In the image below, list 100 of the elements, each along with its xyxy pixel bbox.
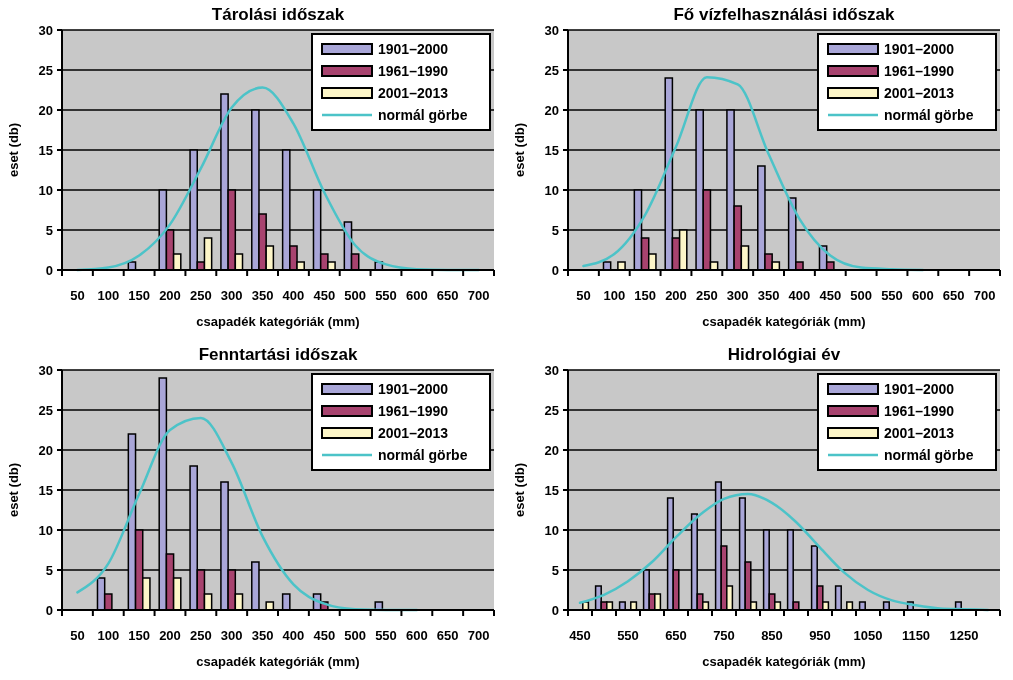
x-tick-label: 550 [375, 288, 397, 303]
x-tick-label: 700 [973, 288, 996, 303]
legend-label: normál görbe [378, 106, 468, 123]
x-tick-label: 400 [282, 628, 305, 643]
y-tick-label: 30 [38, 22, 53, 38]
chart-title: Tárolási időszak [211, 5, 345, 24]
legend-label: 2001–2013 [884, 424, 955, 441]
legend-label: 1961–1990 [378, 402, 449, 419]
legend-label: 2001–2013 [378, 424, 449, 441]
x-tick-label: 250 [190, 288, 212, 303]
x-axis-title: csapadék kategóriák (mm) [196, 314, 360, 329]
legend-label: 2001–2013 [378, 84, 449, 101]
x-tick-label: 950 [809, 628, 831, 643]
x-tick-label: 700 [467, 628, 490, 643]
x-tick-label: 1150 [901, 628, 931, 643]
x-tick-label: 50 [576, 288, 591, 303]
x-tick-label: 50 [70, 628, 85, 643]
x-tick-label: 750 [713, 628, 735, 643]
x-tick-label: 300 [220, 288, 243, 303]
x-tick-label: 50 [70, 288, 85, 303]
x-tick-label: 400 [282, 288, 305, 303]
y-tick-label: 5 [551, 562, 559, 578]
legend-label: 1901–2000 [884, 380, 955, 397]
x-tick-label: 300 [726, 288, 749, 303]
x-tick-label: 200 [159, 288, 181, 303]
x-tick-label: 450 [569, 628, 591, 643]
legend-label: normál görbe [884, 106, 974, 123]
x-tick-label: 450 [313, 628, 336, 643]
chart-title: Fő vízfelhasználási időszak [673, 5, 896, 24]
x-tick-label: 150 [128, 288, 150, 303]
legend-label: 1901–2000 [378, 40, 449, 57]
x-tick-label: 350 [251, 288, 274, 303]
x-tick-label: 550 [881, 288, 903, 303]
y-axis-title: eset (db) [6, 462, 21, 518]
y-tick-label: 0 [45, 602, 53, 618]
y-tick-label: 5 [551, 222, 559, 238]
y-tick-label: 25 [544, 402, 559, 418]
x-tick-label: 100 [97, 628, 120, 643]
legend-label: 1901–2000 [884, 40, 955, 57]
x-tick-label: 350 [251, 628, 274, 643]
x-tick-label: 100 [97, 288, 120, 303]
x-tick-label: 1250 [949, 628, 979, 643]
legend-label: normál görbe [378, 446, 468, 463]
x-axis-title: csapadék kategóriák (mm) [702, 314, 866, 329]
legend-label: normál görbe [884, 446, 974, 463]
y-axis-title: eset (db) [512, 462, 527, 518]
x-tick-label: 450 [819, 288, 842, 303]
x-tick-label: 850 [761, 628, 783, 643]
y-tick-label: 0 [551, 262, 559, 278]
y-tick-label: 15 [544, 142, 559, 158]
x-tick-label: 600 [406, 288, 428, 303]
y-tick-label: 20 [544, 442, 559, 458]
y-tick-label: 30 [38, 362, 53, 378]
x-tick-label: 100 [603, 288, 626, 303]
x-tick-label: 550 [375, 628, 397, 643]
y-tick-label: 20 [38, 102, 53, 118]
legend-label: 1961–1990 [884, 62, 955, 79]
x-tick-label: 550 [617, 628, 639, 643]
x-tick-label: 600 [406, 628, 428, 643]
legend-label: 2001–2013 [884, 84, 955, 101]
x-tick-label: 250 [190, 628, 212, 643]
y-tick-label: 25 [38, 402, 53, 418]
x-tick-label: 700 [467, 288, 490, 303]
y-tick-label: 25 [544, 62, 559, 78]
x-tick-label: 1050 [853, 628, 883, 643]
legend-label: 1961–1990 [884, 402, 955, 419]
x-tick-label: 500 [850, 288, 872, 303]
chart-title: Hidrológiai év [727, 345, 841, 364]
x-tick-label: 300 [220, 628, 243, 643]
x-tick-label: 150 [128, 628, 150, 643]
y-tick-label: 15 [38, 482, 53, 498]
y-tick-label: 5 [45, 562, 53, 578]
x-tick-label: 200 [665, 288, 687, 303]
x-tick-label: 650 [665, 628, 687, 643]
x-tick-label: 650 [942, 288, 965, 303]
y-tick-label: 20 [544, 102, 559, 118]
y-tick-label: 25 [38, 62, 53, 78]
x-tick-label: 150 [634, 288, 656, 303]
y-axis-title: eset (db) [6, 122, 21, 178]
y-tick-label: 20 [38, 442, 53, 458]
y-tick-label: 15 [544, 482, 559, 498]
x-tick-label: 500 [344, 288, 366, 303]
y-tick-label: 10 [38, 182, 53, 198]
y-tick-label: 30 [544, 362, 559, 378]
x-tick-label: 650 [436, 288, 459, 303]
y-tick-label: 0 [45, 262, 53, 278]
x-tick-label: 350 [757, 288, 780, 303]
x-tick-label: 600 [912, 288, 934, 303]
x-tick-label: 400 [788, 288, 811, 303]
x-tick-label: 200 [159, 628, 181, 643]
x-tick-label: 450 [313, 288, 336, 303]
y-tick-label: 0 [551, 602, 559, 618]
y-tick-label: 30 [544, 22, 559, 38]
chart-title: Fenntartási időszak [198, 345, 358, 364]
x-axis-title: csapadék kategóriák (mm) [702, 654, 866, 669]
y-tick-label: 10 [544, 522, 559, 538]
y-tick-label: 10 [544, 182, 559, 198]
x-tick-label: 500 [344, 628, 366, 643]
y-tick-label: 10 [38, 522, 53, 538]
legend-label: 1961–1990 [378, 62, 449, 79]
